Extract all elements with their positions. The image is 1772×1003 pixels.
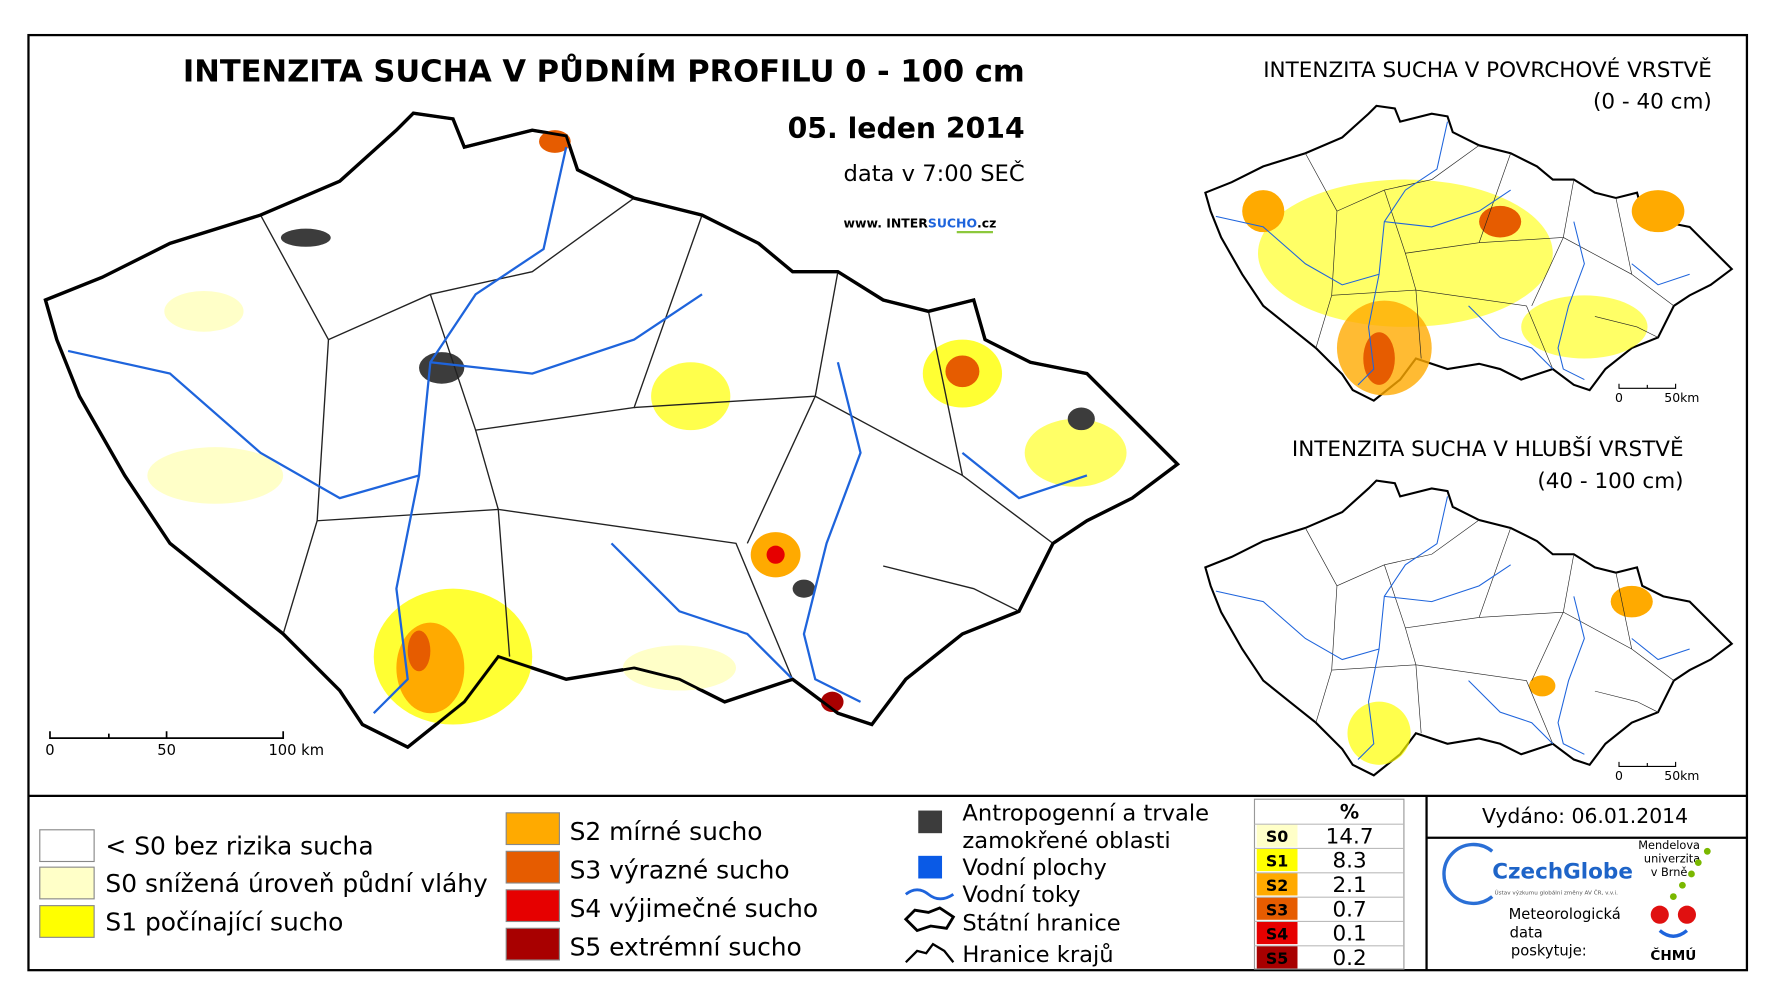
- mendel-logo: Mendelova: [1638, 838, 1700, 852]
- map-title: INTENZITA SUCHA V PŮDNÍM PROFILU 0 - 100…: [183, 53, 1025, 90]
- inset-scale-label: 50km: [1664, 390, 1699, 405]
- inset-map: [1204, 104, 1733, 402]
- data-time: data v 7:00 SEČ: [843, 159, 1024, 187]
- legend-swatch: [505, 889, 560, 923]
- inset-map: [1204, 479, 1733, 777]
- provider: Meteorologická: [1509, 906, 1621, 923]
- inset-title: INTENZITA SUCHA V HLUBŠÍ VRSTVĚ: [1292, 436, 1684, 462]
- inset-scale-label: 50km: [1664, 768, 1699, 783]
- stat-swatch: [1256, 945, 1298, 969]
- issued: Vydáno: 06.01.2014: [1482, 804, 1688, 828]
- legend-label: Vodní toky: [962, 882, 1080, 908]
- logo-arc: [1442, 842, 1494, 906]
- legend-swatch: [918, 855, 943, 879]
- inset-title: INTENZITA SUCHA V POVRCHOVÉ VRSTVĚ: [1263, 57, 1712, 83]
- stats-table: % S0 14.7 S1 8.3 S2 2.1 S3 0.7 S4 0.1 S5 0.2: [1253, 798, 1405, 971]
- legend-label: Státní hranice: [962, 911, 1120, 937]
- mendel-logo: v Brně: [1651, 865, 1688, 879]
- map-date: 05. leden 2014: [788, 112, 1025, 145]
- stat-value: 0.1: [1332, 922, 1366, 947]
- legend-label: S4 výjimečné sucho: [570, 894, 819, 923]
- provider: data: [1510, 924, 1543, 941]
- stat-value: 8.3: [1332, 849, 1366, 874]
- legend-swatch: [505, 850, 560, 884]
- class-legend: < S0 bez rizika sucha S0 snížená úroveň …: [39, 812, 819, 961]
- legend-swatch: [39, 866, 95, 900]
- stat-swatch: [1256, 824, 1298, 847]
- stat-value: 14.7: [1326, 824, 1374, 849]
- website-prefix: www. INTER: [844, 216, 929, 231]
- inset-scale-label: 0: [1615, 390, 1623, 405]
- legend-label: S0 snížená úroveň půdní vláhy: [105, 869, 487, 898]
- legend-swatch: [505, 812, 560, 846]
- website: www. INTERSUCHO.cz: [844, 216, 997, 231]
- scale-label: 0: [45, 742, 54, 759]
- legend-border: [903, 906, 956, 933]
- inset-subtitle: (40 - 100 cm): [1537, 469, 1683, 494]
- table-border: [1253, 798, 1405, 970]
- inset-subtitle: (0 - 40 cm): [1593, 90, 1712, 115]
- chmu-logo: [1677, 905, 1696, 924]
- inset-scale-bar: [1618, 383, 1677, 389]
- legend-label: zamokřené oblasti: [962, 828, 1170, 854]
- legend-swatch: [39, 905, 95, 938]
- legend-swatch: [918, 810, 943, 834]
- mendel-logo: univerzita: [1644, 852, 1700, 866]
- legend-region: [905, 942, 955, 964]
- stat-value: 0.7: [1332, 897, 1366, 922]
- stat-label: S3: [1266, 900, 1288, 919]
- stat-swatch: [1256, 848, 1298, 872]
- czechglobe-logo: CzechGlobe: [1492, 859, 1633, 884]
- legend-label: Antropogenní a trvale: [962, 801, 1209, 827]
- inset-scale-label: 0: [1615, 768, 1623, 783]
- chmu-text: ČHMÚ: [1650, 946, 1696, 964]
- czechglobe-subtitle: Ústav výzkumu globální změny AV ČR, v.v.…: [1494, 889, 1618, 896]
- scale-label: 100 km: [268, 742, 324, 759]
- chmu-logo: [1650, 905, 1669, 924]
- stat-value: 0.2: [1332, 946, 1366, 971]
- stat-value: 2.1: [1332, 873, 1366, 898]
- stat-label: S1: [1266, 852, 1288, 871]
- mendel-dots: [1669, 847, 1711, 900]
- legend-river: [904, 888, 955, 901]
- website-highlight: SUCHO: [928, 216, 977, 231]
- stat-label: S4: [1266, 925, 1288, 944]
- website-suffix: .cz: [977, 216, 996, 231]
- legend-label: S2 mírné sucho: [570, 817, 763, 846]
- main-scale-bar: [49, 731, 285, 739]
- chmu-logo: [1658, 929, 1689, 938]
- inset-scale-bar: [1618, 761, 1677, 767]
- stat-label: S5: [1266, 949, 1288, 968]
- legend-label: S1 počínající sucho: [105, 908, 343, 937]
- legend-label: S5 extrémní sucho: [570, 932, 802, 961]
- legend-label: < S0 bez rizika sucha: [105, 832, 373, 861]
- scale-label: 50: [157, 742, 176, 759]
- feature-legend: Antropogenní a trvale zamokřené oblasti …: [903, 801, 1209, 968]
- stat-label: S0: [1266, 827, 1288, 846]
- table-header: %: [1340, 800, 1359, 823]
- stat-swatch: [1256, 872, 1298, 896]
- provider: poskytuje:: [1511, 942, 1587, 959]
- legend-swatch: [505, 927, 560, 961]
- legend-swatch: [39, 829, 95, 863]
- stat-label: S2: [1266, 876, 1288, 895]
- legend-label: S3 výrazné sucho: [570, 855, 790, 884]
- stat-swatch: [1256, 921, 1298, 945]
- legend-label: Hranice krajů: [962, 941, 1113, 968]
- stat-swatch: [1256, 897, 1298, 920]
- legend-label: Vodní plochy: [962, 855, 1106, 881]
